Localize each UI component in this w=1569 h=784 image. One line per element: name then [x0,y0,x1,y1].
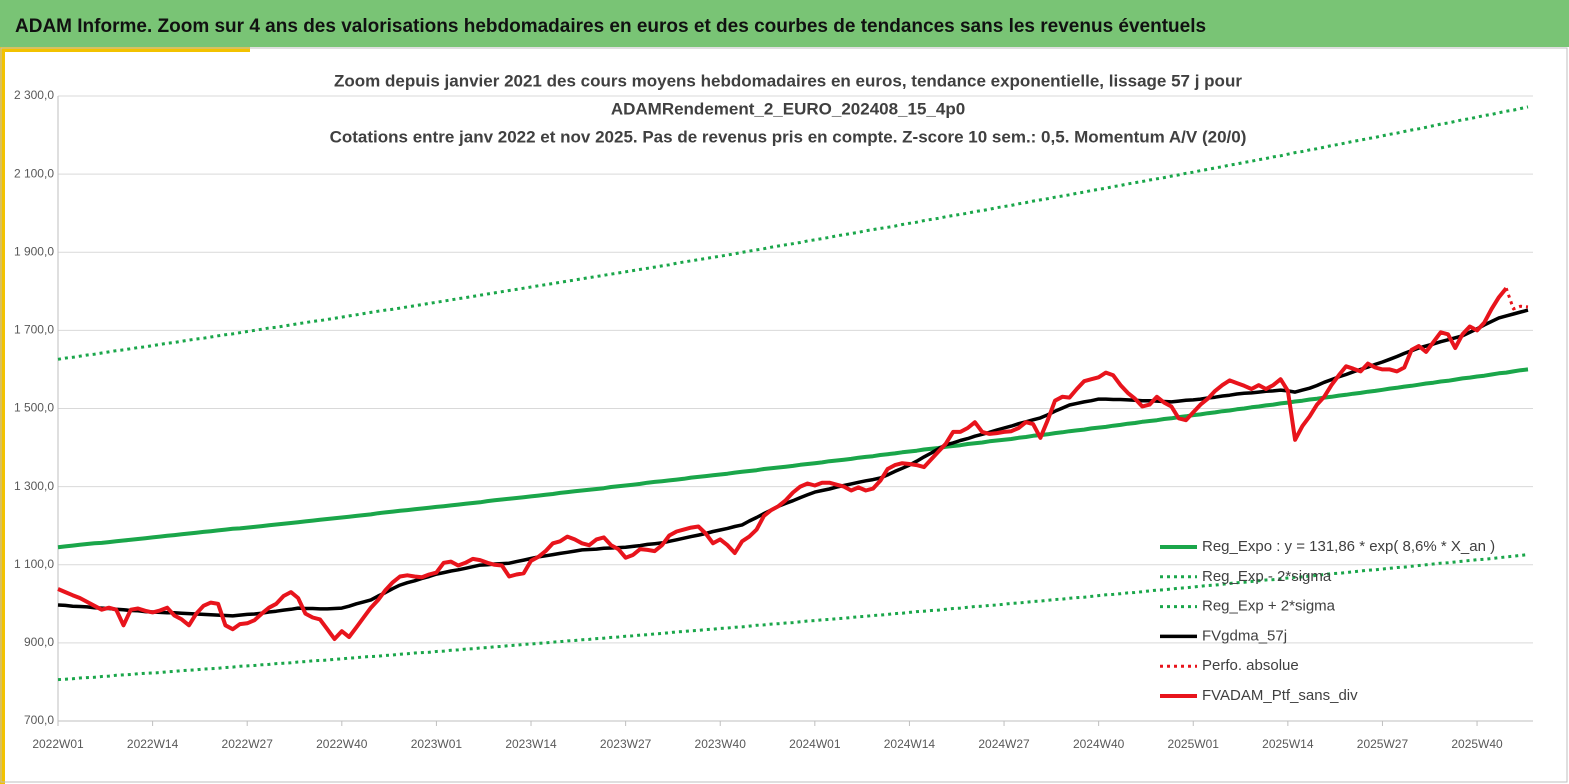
series-line [57,367,1529,550]
series-line [57,553,1529,682]
x-tick-label: 2024W27 [978,737,1030,751]
x-tick-label: 2024W01 [789,737,841,751]
chart-title: Cotations entre janv 2022 et nov 2025. P… [330,127,1247,146]
grid: 700,0 900,0 1 100,0 1 300,0 1 500,0 1 700,0 1 … [14,88,1533,751]
chart-title: ADAMRendement_2_EURO_202408_15_4p0 [611,99,965,118]
x-tick-label: 2024W40 [1073,737,1125,751]
header-band [0,0,1569,47]
accent [0,47,250,52]
y-tick-label: 1 500,0 [14,401,54,415]
y-tick-label: 700,0 [24,713,54,727]
legend-label: Reg_Exp + 2*sigma [1202,598,1336,615]
legend-label: Perfo. absolue [1202,657,1299,674]
series-line [57,286,1508,641]
x-tick-label: 2022W40 [316,737,368,751]
x-tick-label: 2022W27 [222,737,274,751]
plot [57,105,1529,682]
x-tick-label: 2023W40 [695,737,747,751]
chart-title: Zoom depuis janvier 2021 des cours moyen… [334,71,1242,90]
y-tick-label: 1 300,0 [14,479,54,493]
legend: Reg_Expo : y = 131,86 * exp( 8,6% * X_an… [1160,538,1495,704]
chart-frame [0,47,1568,783]
accent [0,47,5,784]
x-tick-label: 2023W01 [411,737,463,751]
x-tick-label: 2024W14 [884,737,936,751]
x-tick-label: 2025W27 [1357,737,1409,751]
x-tick-label: 2025W14 [1262,737,1314,751]
y-tick-label: 1 100,0 [14,557,54,571]
y-tick-label: 1 900,0 [14,244,54,258]
legend-label: Reg_Expo : y = 131,86 * exp( 8,6% * X_an… [1202,538,1495,555]
legend-label: Reg_Exp - 2*sigma [1202,568,1332,585]
x-tick-label: 2023W14 [505,737,557,751]
y-tick-label: 1 700,0 [14,323,54,337]
x-tick-label: 2025W01 [1168,737,1220,751]
x-tick-label: 2025W40 [1451,737,1503,751]
x-tick-label: 2022W01 [32,737,84,751]
x-tick-label: 2023W27 [600,737,652,751]
legend-label: FVADAM_Ptf_sans_div [1202,687,1358,704]
legend-label: FVgdma_57j [1202,627,1287,644]
header-title: ADAM Informe. Zoom sur 4 ans des valoris… [15,16,1206,37]
x-tick-label: 2022W14 [127,737,179,751]
series-line [1504,287,1529,311]
y-tick-label: 2 300,0 [14,88,54,102]
y-tick-label: 2 100,0 [14,166,54,180]
y-tick-label: 900,0 [24,635,54,649]
series-line [57,105,1529,361]
